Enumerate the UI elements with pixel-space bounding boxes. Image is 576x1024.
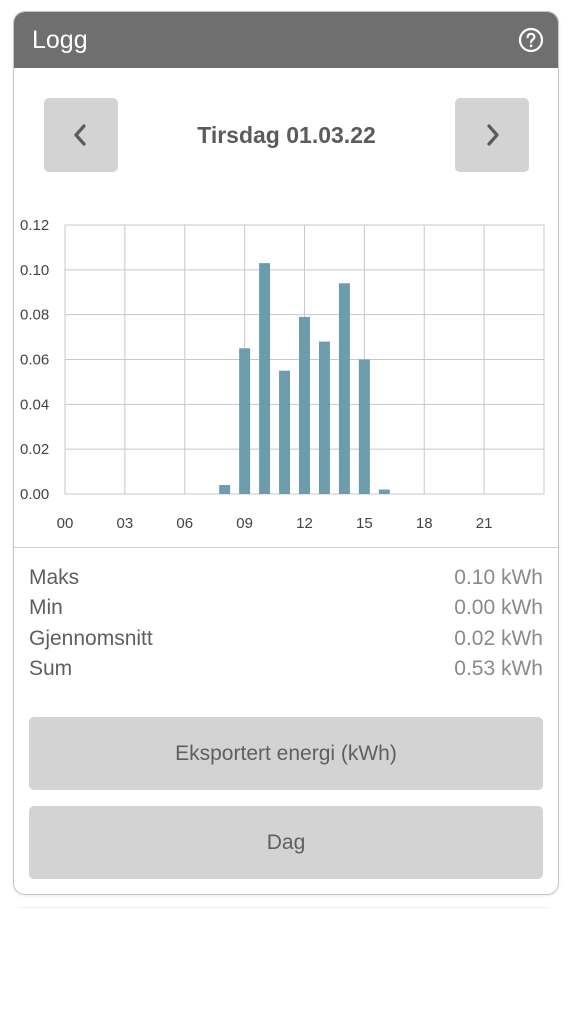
header-bar: Logg bbox=[14, 12, 558, 68]
stat-label: Maks bbox=[29, 566, 80, 589]
divider bbox=[14, 547, 558, 548]
y-tick-label: 0.08 bbox=[20, 307, 49, 324]
question-circle-icon[interactable] bbox=[518, 27, 544, 53]
y-tick-label: 0.06 bbox=[20, 352, 49, 369]
energy-bar-chart: 0.12 0.10 0.08 0.06 0.04 0.02 0.00 00 03 06 09 12 15… bbox=[20, 217, 545, 532]
y-tick-label: 0.12 bbox=[20, 217, 49, 234]
x-tick-label: 18 bbox=[416, 515, 433, 532]
stat-value: 0.53 kWh bbox=[454, 657, 543, 680]
chevron-right-icon bbox=[487, 124, 499, 146]
y-tick-label: 0.02 bbox=[20, 441, 49, 458]
chart-bar bbox=[219, 485, 231, 494]
x-tick-label: 00 bbox=[57, 515, 74, 532]
stat-label: Min bbox=[29, 596, 63, 619]
chart-bar bbox=[279, 370, 291, 494]
stat-row-min: Min 0.00 kWh bbox=[29, 596, 543, 626]
stat-row-sum: Sum 0.53 kWh bbox=[29, 657, 543, 687]
next-day-button[interactable] bbox=[455, 98, 529, 172]
chart-bar bbox=[299, 316, 310, 494]
chart-bar bbox=[338, 283, 350, 494]
x-tick-label: 06 bbox=[176, 515, 193, 532]
stat-row-max: Maks 0.10 kWh bbox=[29, 566, 543, 596]
period-button[interactable]: Dag bbox=[29, 806, 543, 879]
y-tick-label: 0.00 bbox=[20, 486, 49, 503]
chevron-left-icon bbox=[74, 124, 86, 146]
stat-value: 0.10 kWh bbox=[454, 566, 543, 589]
x-tick-label: 09 bbox=[236, 515, 253, 532]
x-tick-label: 15 bbox=[356, 515, 373, 532]
header-title: Logg bbox=[32, 26, 88, 54]
x-tick-label: 03 bbox=[117, 515, 134, 532]
stat-value: 0.02 kWh bbox=[454, 627, 543, 650]
stat-row-average: Gjennomsnitt 0.02 kWh bbox=[29, 627, 543, 657]
stat-label: Gjennomsnitt bbox=[29, 627, 153, 650]
chart-bar bbox=[259, 263, 271, 494]
log-card: Logg Tirsdag 01.03.22 0.12 0.10 0.08 0.06 0.… bbox=[13, 11, 559, 895]
current-date: Tirsdag 01.03.22 bbox=[197, 122, 376, 148]
x-tick-label: 21 bbox=[476, 515, 493, 532]
energy-type-button[interactable]: Eksportert energi (kWh) bbox=[29, 717, 543, 790]
chart-bar bbox=[378, 489, 390, 494]
stat-value: 0.00 kWh bbox=[454, 596, 543, 619]
x-tick-label: 12 bbox=[296, 515, 313, 532]
chart-bar bbox=[239, 348, 251, 494]
stat-label: Sum bbox=[29, 657, 73, 680]
chart-bar bbox=[358, 359, 370, 494]
divider bbox=[18, 907, 548, 908]
previous-day-button[interactable] bbox=[44, 98, 118, 172]
chart-bar bbox=[318, 341, 330, 494]
y-tick-label: 0.10 bbox=[20, 262, 49, 279]
y-tick-label: 0.04 bbox=[20, 396, 49, 413]
